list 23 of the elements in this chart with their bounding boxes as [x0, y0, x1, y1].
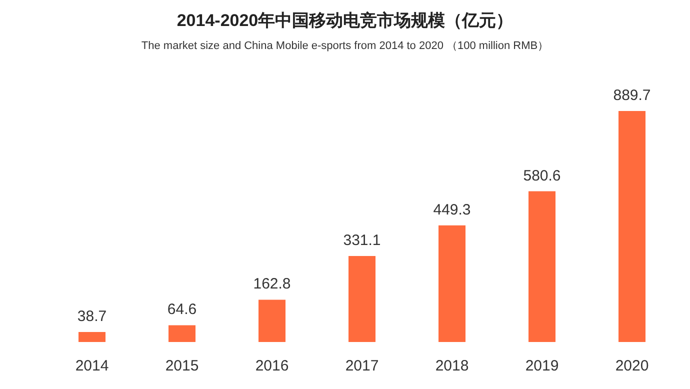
x-tick-label: 2020	[615, 358, 649, 374]
bar	[258, 300, 286, 342]
chart-title: 2014-2020年中国移动电竞市场规模（亿元）	[176, 11, 514, 30]
x-tick-label: 2014	[75, 358, 109, 374]
chart-subtitle: The market size and China Mobile e-sports from 2014 to 2020 （100 million RMB）	[141, 40, 549, 52]
x-tick-label: 2016	[255, 358, 289, 374]
data-label: 331.1	[343, 232, 381, 250]
data-label: 580.6	[523, 167, 561, 184]
data-label: 162.8	[253, 276, 291, 293]
x-tick-label: 2015	[165, 358, 199, 374]
bar	[528, 191, 556, 342]
data-label: 449.3	[433, 201, 471, 218]
bar	[168, 325, 196, 342]
bar	[618, 111, 646, 342]
bar	[348, 256, 376, 342]
x-tick-label: 2017	[345, 358, 379, 374]
bar	[438, 225, 466, 342]
data-label: 38.7	[77, 308, 107, 325]
bar	[78, 332, 106, 342]
data-label: 889.7	[613, 87, 651, 104]
x-tick-label: 2019	[525, 358, 559, 374]
x-tick-label: 2018	[435, 358, 469, 374]
data-label: 64.6	[167, 301, 197, 318]
